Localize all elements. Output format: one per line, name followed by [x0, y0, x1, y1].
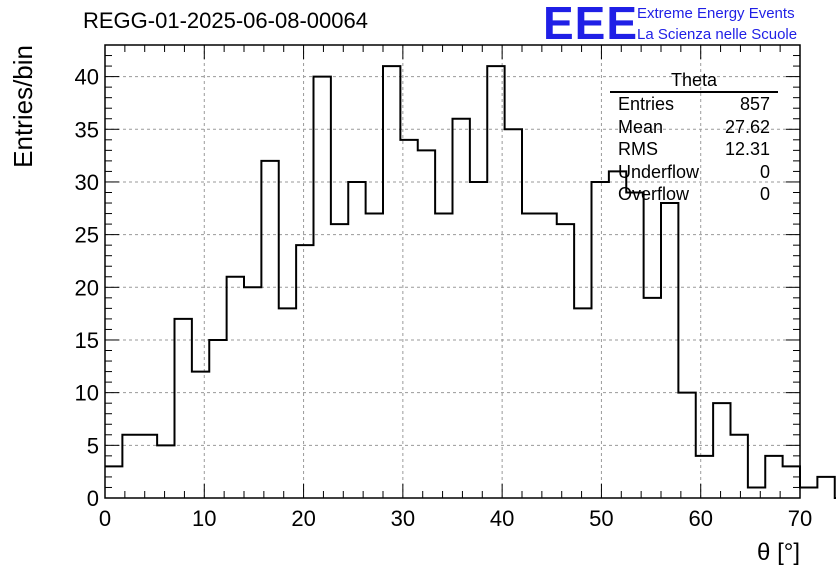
y-tick-label: 10 [75, 381, 99, 406]
stats-label: Entries [618, 94, 675, 114]
histogram-bin [800, 487, 817, 498]
stats-value: 0 [759, 184, 770, 204]
histogram-bin [296, 245, 313, 498]
histogram-bin [696, 456, 713, 498]
histogram-bin [644, 298, 661, 498]
histogram-bin [713, 403, 730, 498]
histogram-bin [435, 214, 452, 498]
histogram-bin [209, 340, 226, 498]
y-tick-label: 20 [75, 275, 99, 300]
histogram-bin [522, 214, 539, 498]
stats-label: Underflow [618, 161, 700, 182]
x-tick-label: 70 [788, 506, 812, 531]
histogram-bin [192, 372, 209, 498]
stats-value: 27.62 [724, 116, 770, 137]
stats-row-entries: Entries 857 [610, 93, 778, 116]
histogram-bin [817, 477, 834, 498]
eee-logo: EEE [543, 0, 639, 49]
x-tick-label: 30 [391, 506, 415, 531]
x-tick-label: 20 [291, 506, 315, 531]
stats-value: 0 [759, 161, 770, 182]
histogram-bin [331, 224, 348, 498]
histogram-bin [418, 150, 435, 498]
histogram-bin [748, 487, 765, 498]
x-tick-label: 10 [192, 506, 216, 531]
histogram-bin [661, 203, 678, 498]
histogram-bin [505, 129, 522, 498]
histogram-bin [122, 435, 139, 498]
histogram-bin [453, 119, 470, 498]
x-tick-label: 60 [688, 506, 712, 531]
stats-value: 12.31 [724, 139, 770, 159]
y-tick-label: 40 [75, 65, 99, 90]
stats-header: Theta [610, 70, 778, 93]
x-tick-label: 40 [490, 506, 514, 531]
stats-box: Theta Entries 857 Mean 27.62 RMS 12.31 U… [610, 70, 778, 206]
histogram-bin [783, 466, 800, 498]
histogram-bin [244, 287, 261, 498]
stats-row-underflow: Underflow 0 [610, 161, 778, 184]
histogram-bin [227, 277, 244, 498]
stats-row-rms: RMS 12.31 [610, 138, 778, 161]
histogram-bin [279, 308, 296, 498]
histogram-bin [574, 308, 591, 498]
y-tick-label: 5 [87, 433, 99, 458]
stats-label: Overflow [618, 184, 690, 204]
histogram-bin [539, 214, 556, 498]
histogram-bin [400, 140, 417, 498]
histogram-bin [609, 171, 626, 498]
histogram-bin [366, 214, 383, 498]
stats-row-overflow: Overflow 0 [610, 183, 778, 206]
logo-line-1: Extreme Energy Events [637, 5, 795, 22]
logo-line-2: La Scienza nelle Scuole [637, 26, 798, 43]
histogram-bin [731, 435, 748, 498]
histogram-bin [592, 182, 609, 498]
stats-label: Mean [618, 116, 664, 137]
x-tick-label: 50 [589, 506, 613, 531]
plot-frame [104, 44, 801, 499]
y-tick-label: 35 [75, 117, 99, 142]
x-axis-title: θ [°] [757, 539, 800, 566]
y-tick-label: 30 [75, 170, 99, 195]
y-tick-label: 15 [75, 328, 99, 353]
stats-label: RMS [618, 139, 658, 159]
y-tick-label: 25 [75, 223, 99, 248]
histogram-bin [557, 224, 574, 498]
eee-logo-text: Extreme Energy Events La Scienza nelle S… [637, 3, 797, 45]
stats-value: 857 [739, 94, 770, 114]
histogram-bin [105, 466, 122, 498]
histogram-bin [261, 161, 278, 498]
x-tick-label: 0 [99, 506, 111, 531]
histogram-bin [140, 435, 157, 498]
histogram-bin [383, 66, 400, 498]
y-tick-label: 0 [87, 486, 99, 511]
stats-row-mean: Mean 27.62 [610, 116, 778, 139]
histogram-bin [626, 192, 643, 498]
y-axis-title: Entries/bin [8, 45, 38, 168]
chart-title: REGG-01-2025-06-08-00064 [83, 8, 368, 33]
histogram-bin [157, 445, 174, 498]
histogram-bin [175, 319, 192, 498]
